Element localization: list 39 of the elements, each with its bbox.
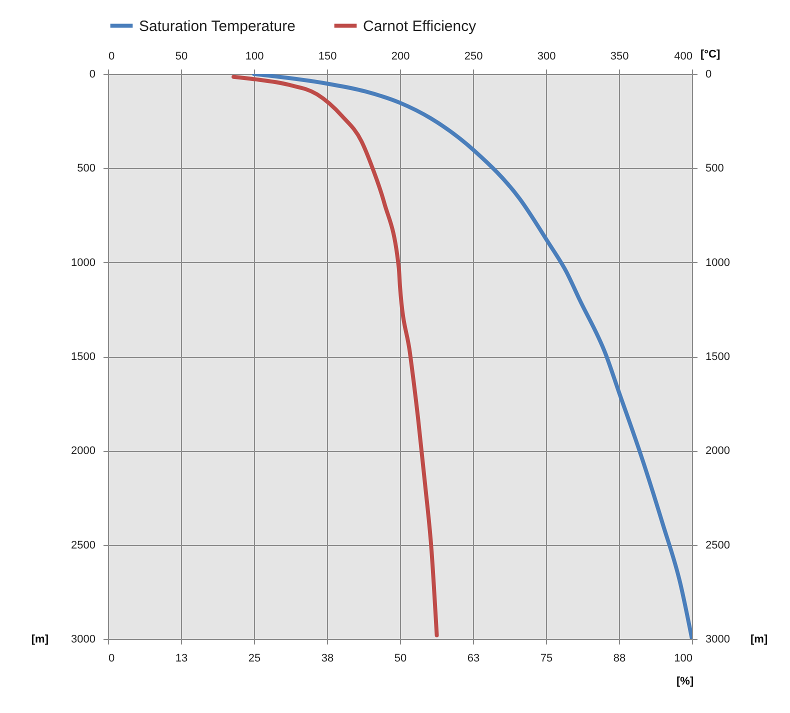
x2-tick-label: 400 — [674, 50, 692, 62]
x2-tick-label: 300 — [537, 50, 556, 62]
legend-label: Saturation Temperature — [139, 18, 296, 35]
x-axis-title: [%] — [676, 676, 694, 688]
x2-axis-title: [°C] — [700, 48, 721, 60]
legend-label: Carnot Efficiency — [363, 18, 477, 35]
y2-tick-label: 2000 — [706, 445, 730, 458]
y2-tick-label: 1500 — [706, 351, 730, 363]
x-tick-label: 13 — [175, 652, 188, 664]
y2-tick-label: 2500 — [706, 539, 730, 552]
x-tick-label: 50 — [394, 652, 407, 664]
y-tick-label: 2000 — [71, 445, 96, 458]
x2-tick-label: 200 — [391, 50, 410, 62]
x-tick-label: 25 — [248, 652, 261, 664]
x2-tick-label: 100 — [245, 50, 264, 62]
y-tick-label: 0 — [89, 68, 96, 80]
x2-tick-label: 250 — [464, 50, 483, 62]
x2-tick-label: 150 — [318, 50, 337, 62]
y-tick-label: 2500 — [71, 539, 96, 552]
y2-tick-label: 0 — [706, 68, 712, 80]
x-tick-label: 88 — [613, 652, 626, 664]
y2-tick-label: 3000 — [706, 634, 730, 646]
x-tick-label: 63 — [467, 652, 480, 664]
x-tick-label: 38 — [321, 652, 334, 664]
line-series — [232, 74, 439, 638]
y2-tick-label: 500 — [706, 162, 724, 175]
y-tick-label: 1500 — [71, 351, 96, 363]
y-axis-title: [m] — [31, 634, 49, 646]
x2-tick-label: 0 — [108, 50, 115, 62]
x-tick-label: 75 — [540, 652, 553, 664]
y2-axis-title: [m] — [750, 634, 768, 646]
x2-tick-label: 350 — [610, 50, 629, 62]
x2-tick-label: 50 — [175, 50, 188, 62]
y-tick-label: 500 — [77, 162, 96, 175]
y2-tick-label: 1000 — [706, 256, 730, 269]
x-tick-label: 100 — [674, 652, 692, 664]
y-tick-label: 1000 — [71, 256, 96, 269]
x-tick-label: 0 — [108, 652, 115, 664]
y-tick-label: 3000 — [71, 634, 96, 646]
